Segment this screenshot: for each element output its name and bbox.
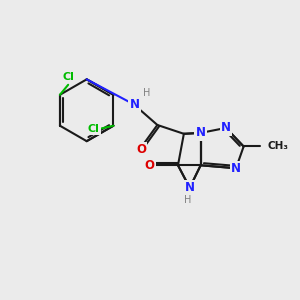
Text: H: H [143, 88, 151, 98]
Text: N: N [221, 122, 231, 134]
Text: Cl: Cl [63, 72, 75, 82]
Text: N: N [231, 162, 241, 175]
Text: N: N [196, 126, 206, 140]
Text: CH₃: CH₃ [268, 141, 289, 151]
Text: O: O [144, 159, 154, 172]
Text: N: N [129, 98, 140, 111]
Text: N: N [185, 181, 195, 194]
Text: O: O [136, 143, 146, 156]
Text: H: H [184, 195, 191, 205]
Text: Cl: Cl [88, 124, 100, 134]
